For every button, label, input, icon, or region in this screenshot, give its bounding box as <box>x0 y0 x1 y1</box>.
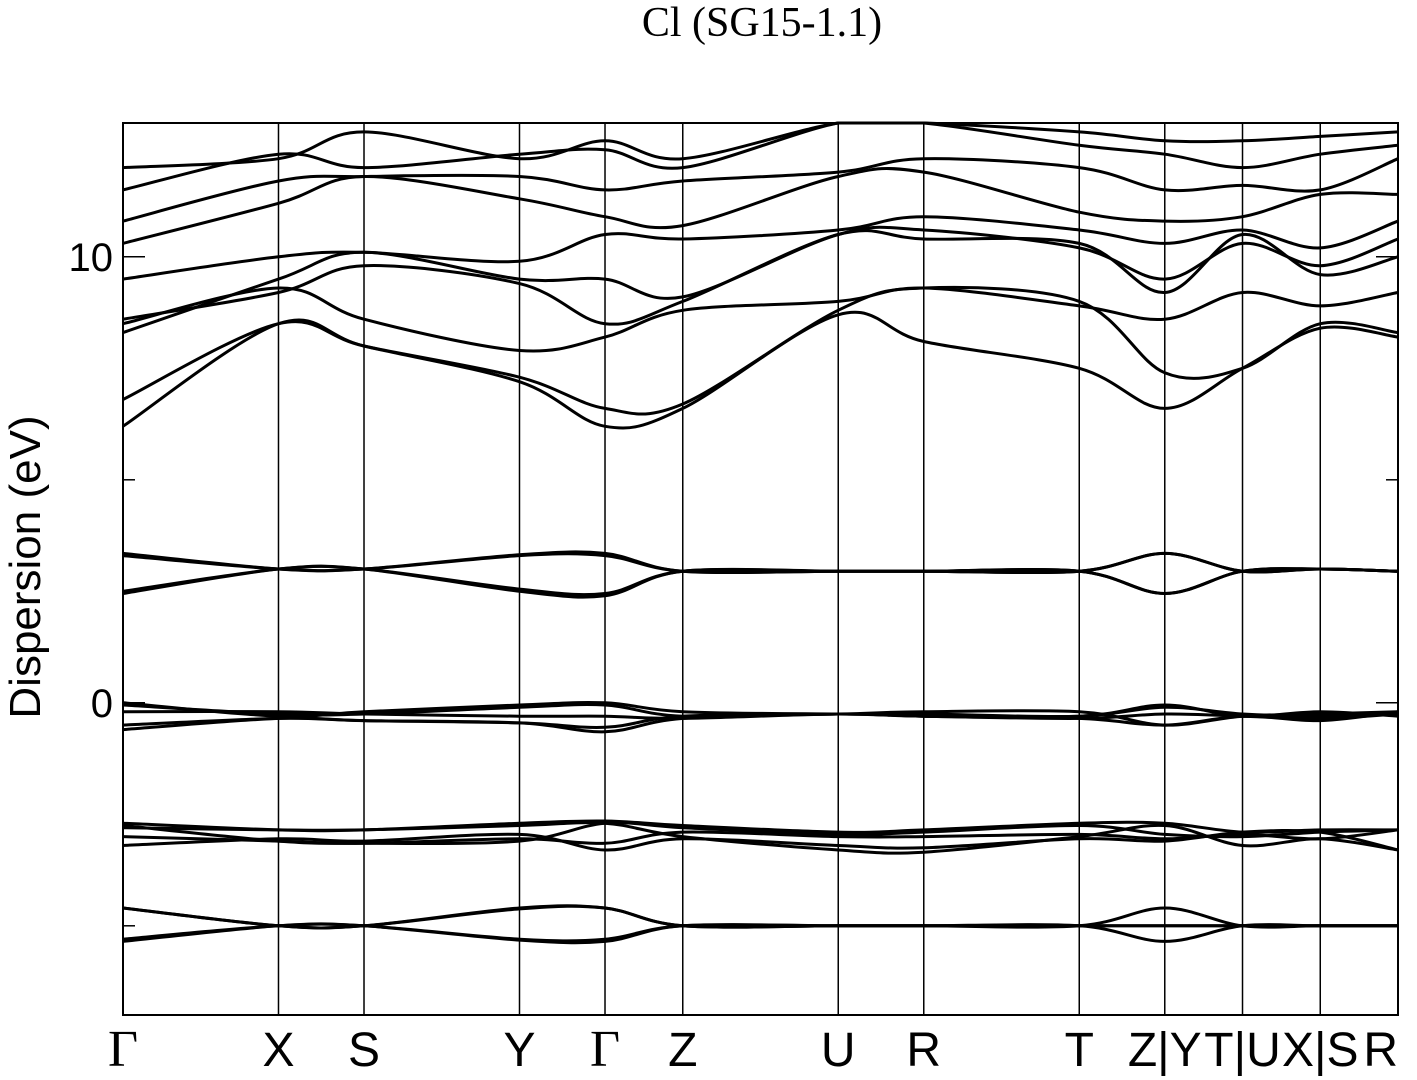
kpoint-label-10: T|U <box>1204 1024 1280 1077</box>
band-line-20 <box>122 285 1399 416</box>
kpoint-label-0: Γ <box>108 1021 138 1078</box>
kpath-lines <box>277 123 1322 1015</box>
kpoint-label-9: Z|Y <box>1128 1024 1202 1077</box>
chart-title: Cl (SG15-1.1) <box>642 0 882 46</box>
band-line-27 <box>122 121 1399 192</box>
band-line-4 <box>122 904 1398 943</box>
y-axis-ticks: 0 10 <box>69 236 1398 927</box>
kpoint-label-1: X <box>262 1024 294 1077</box>
band-line-28 <box>122 121 1399 170</box>
bands <box>122 121 1399 945</box>
kpoint-label-4: Γ <box>590 1021 620 1078</box>
kpoint-label-12: R <box>1363 1024 1398 1077</box>
band-line-26 <box>122 157 1399 223</box>
kpoint-label-3: Y <box>503 1024 535 1077</box>
band-line-24 <box>122 215 1399 281</box>
kpoint-label-8: T <box>1065 1024 1094 1077</box>
kpoint-labels: Γ X S Y Γ Z U R T Z|Y T|U X|S R <box>108 1021 1398 1078</box>
band-line-22 <box>122 229 1399 326</box>
y-tick-label: 10 <box>69 236 114 280</box>
band-line-14 <box>122 710 1399 720</box>
plot-frame <box>122 122 1399 1016</box>
band-line-7 <box>122 821 1399 855</box>
band-line-9 <box>122 828 1399 845</box>
y-axis-label: Dispersion (eV) <box>1 415 50 718</box>
y-tick-label: 0 <box>91 682 113 726</box>
kpoint-label-5: Z <box>668 1024 697 1077</box>
kpoint-label-11: X|S <box>1282 1024 1359 1077</box>
band-line-19 <box>122 310 1399 430</box>
band-line-21 <box>122 286 1399 353</box>
band-line-18 <box>122 564 1399 599</box>
band-line-25 <box>122 166 1399 245</box>
kpoint-label-7: R <box>906 1024 941 1077</box>
kpoint-label-6: U <box>821 1024 856 1077</box>
kpoint-label-2: S <box>348 1024 380 1077</box>
